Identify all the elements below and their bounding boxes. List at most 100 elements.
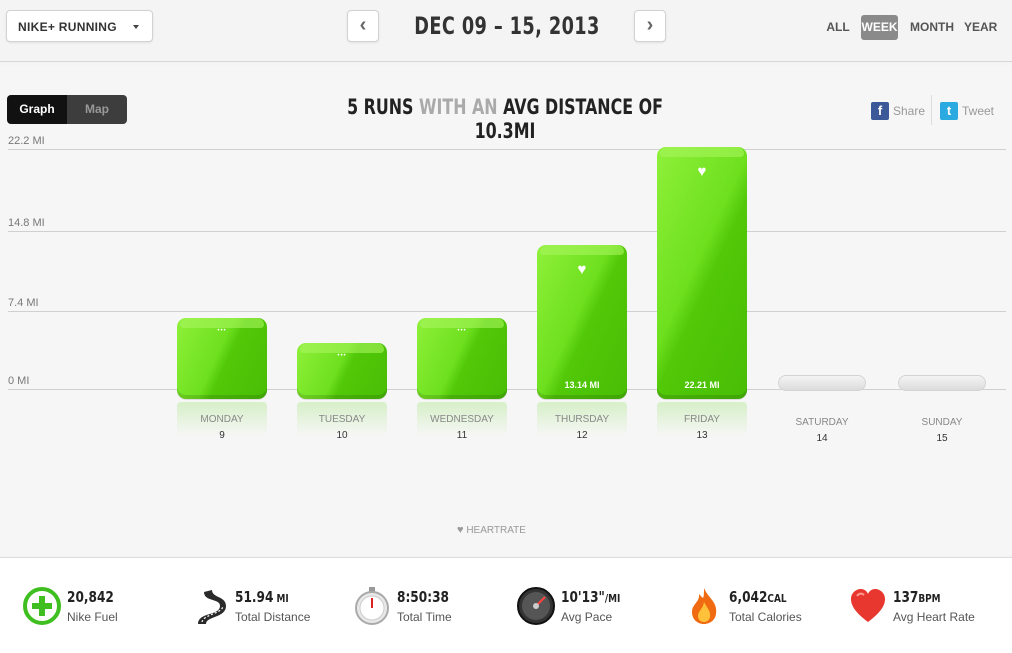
stat-value-number: 137 <box>893 588 919 606</box>
next-week-button[interactable]: › <box>634 10 666 42</box>
app-selector-label: NIKE+ RUNNING <box>18 20 117 34</box>
y-gridline <box>8 389 1006 390</box>
stat-unit: CAL <box>767 592 787 605</box>
run-bar-monday[interactable]: ••• <box>177 317 267 399</box>
heart-icon: ♥ <box>577 260 587 278</box>
run-bar-wednesday[interactable]: ••• <box>417 317 507 399</box>
stopwatch-icon <box>352 586 392 626</box>
x-day-label: SUNDAY <box>921 417 963 428</box>
x-day-label: MONDAY <box>200 414 244 425</box>
x-date-label: 11 <box>456 430 468 441</box>
stat-value: 51.94 MI <box>235 588 289 606</box>
heart-icon: ♥ <box>697 162 707 180</box>
heartrate-legend: ♥ HEARTRATE <box>457 524 526 536</box>
graph-view-button[interactable]: Graph <box>7 95 67 124</box>
stat-label: Total Time <box>397 610 452 624</box>
bar-value-label: 22.21 MI <box>684 379 720 390</box>
stat-label: Avg Heart Rate <box>893 610 975 624</box>
stat-label: Total Calories <box>729 610 802 624</box>
share-label: Share <box>893 104 926 118</box>
caret-down-icon <box>133 25 139 29</box>
flame-icon <box>684 586 724 626</box>
summary-headline: 5 RUNS WITH AN AVG DISTANCE OF 10.3MI <box>324 95 685 143</box>
bar-reflection <box>417 402 507 436</box>
tweet-label: Tweet <box>962 104 995 118</box>
period-all[interactable]: ALL <box>826 20 850 34</box>
x-day-label: TUESDAY <box>318 414 366 425</box>
speedometer-icon <box>516 586 556 626</box>
y-tick-label: 0 MI <box>8 375 30 387</box>
x-date-label: 13 <box>696 430 708 441</box>
bar-reflection <box>657 402 747 436</box>
stat-avg-pace: 10'13"/MI Avg Pace <box>561 578 691 628</box>
empty-day-bar <box>898 375 986 391</box>
stat-value-number: 10'13" <box>561 588 605 606</box>
stat-value: 137BPM <box>893 588 941 606</box>
fuel-icon <box>22 586 62 626</box>
twitter-icon: t <box>940 102 958 120</box>
stat-value: 10'13"/MI <box>561 588 620 606</box>
empty-day-bar <box>778 375 866 391</box>
bar-highlight <box>660 146 744 157</box>
run-bar-tuesday[interactable]: ••• <box>297 342 387 399</box>
x-day-label: THURSDAY <box>554 414 610 425</box>
x-date-label: 14 <box>816 433 828 444</box>
period-week[interactable]: WEEK <box>861 15 898 40</box>
bar-highlight <box>540 244 624 255</box>
headline-average: AVG DISTANCE OF 10.3MI <box>474 95 663 143</box>
more-dots-icon: ••• <box>217 327 227 334</box>
stat-unit: BPM <box>918 592 941 605</box>
view-toggle: Graph Map <box>7 95 127 124</box>
tweet-button[interactable]: t Tweet <box>940 102 994 120</box>
bar-reflection <box>177 402 267 436</box>
headline-connector: WITH AN <box>413 95 504 119</box>
x-date-label: 15 <box>936 433 948 444</box>
app-selector-dropdown[interactable]: NIKE+ RUNNING <box>6 10 153 42</box>
bar-value-label: 13.14 MI <box>564 379 600 390</box>
share-divider <box>931 95 932 125</box>
stat-label: Total Distance <box>235 610 311 624</box>
bar-highlight <box>180 317 264 328</box>
previous-week-button[interactable]: ‹ <box>347 10 379 42</box>
stat-nike-fuel: 20,842 Nike Fuel <box>67 578 197 628</box>
stat-total-calories: 6,042CAL Total Calories <box>729 578 859 628</box>
road-icon <box>190 586 230 626</box>
x-day-label: SATURDAY <box>795 417 849 428</box>
y-tick-label: 14.8 MI <box>8 217 45 229</box>
stat-label: Nike Fuel <box>67 610 118 624</box>
stat-value: 6,042CAL <box>729 588 787 606</box>
facebook-icon: f <box>871 102 889 120</box>
stats-bar <box>0 557 1012 653</box>
period-month[interactable]: MONTH <box>910 20 954 34</box>
map-view-button[interactable]: Map <box>67 95 127 124</box>
stat-value: 8:50:38 <box>397 588 449 606</box>
more-dots-icon: ••• <box>457 327 467 334</box>
stat-value-number: 51.94 <box>235 588 274 606</box>
x-day-label: WEDNESDAY <box>430 414 494 425</box>
stat-value: 20,842 <box>67 588 114 606</box>
stat-unit: /MI <box>604 592 621 605</box>
more-dots-icon: ••• <box>337 352 347 359</box>
chevron-right-icon: › <box>646 14 654 36</box>
period-year[interactable]: YEAR <box>964 20 998 34</box>
bar-highlight <box>420 317 504 328</box>
stat-avg-heart-rate: 137BPM Avg Heart Rate <box>893 578 1012 628</box>
facebook-share-button[interactable]: f Share <box>871 102 925 120</box>
stat-value-number: 8:50:38 <box>397 588 449 606</box>
chevron-left-icon: ‹ <box>359 14 367 36</box>
y-tick-label: 22.2 MI <box>8 135 45 147</box>
x-date-label: 12 <box>576 430 588 441</box>
bar-reflection <box>537 402 627 436</box>
date-range-title: DEC 09 – 15, 2013 <box>414 12 600 40</box>
run-bar-friday[interactable]: ♥ 22.21 MI <box>657 146 747 399</box>
y-gridline <box>8 149 1006 150</box>
y-gridline <box>8 311 1006 312</box>
y-tick-label: 7.4 MI <box>8 297 39 309</box>
heart-icon: ♥ <box>457 524 464 536</box>
stat-label: Avg Pace <box>561 610 613 624</box>
bar-highlight <box>300 342 384 353</box>
heartrate-legend-label: HEARTRATE <box>466 525 526 536</box>
stat-value-number: 20,842 <box>67 588 114 606</box>
run-bar-thursday[interactable]: ♥ 13.14 MI <box>537 244 627 399</box>
chart-panel <box>0 65 1012 555</box>
